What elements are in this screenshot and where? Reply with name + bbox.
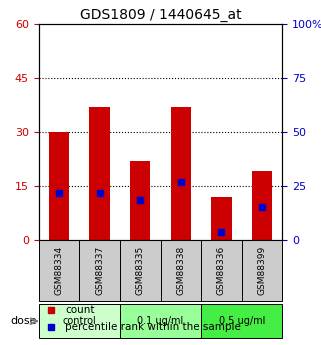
Text: percentile rank within the sample: percentile rank within the sample	[65, 322, 241, 332]
Text: 0.1 ug/ml: 0.1 ug/ml	[137, 316, 184, 326]
FancyBboxPatch shape	[160, 240, 201, 301]
Text: GSM88338: GSM88338	[176, 246, 185, 295]
Text: 0.5 ug/ml: 0.5 ug/ml	[219, 316, 265, 326]
Text: GSM88335: GSM88335	[136, 246, 145, 295]
Text: GSM88336: GSM88336	[217, 246, 226, 295]
Text: GSM88334: GSM88334	[54, 246, 63, 295]
FancyBboxPatch shape	[79, 240, 120, 301]
Bar	[130, 161, 150, 240]
Bar	[89, 107, 110, 240]
FancyBboxPatch shape	[242, 240, 282, 301]
Bar	[211, 197, 232, 240]
Bar	[49, 132, 69, 240]
Bar	[171, 107, 191, 240]
Text: control: control	[62, 316, 96, 326]
FancyBboxPatch shape	[201, 304, 282, 338]
FancyBboxPatch shape	[39, 240, 79, 301]
Text: count: count	[65, 305, 95, 315]
FancyBboxPatch shape	[120, 240, 160, 301]
Text: dose: dose	[10, 316, 37, 326]
Text: GSM88399: GSM88399	[258, 246, 267, 295]
Title: GDS1809 / 1440645_at: GDS1809 / 1440645_at	[80, 8, 241, 22]
FancyBboxPatch shape	[201, 240, 242, 301]
FancyBboxPatch shape	[120, 304, 201, 338]
Text: GSM88337: GSM88337	[95, 246, 104, 295]
Bar	[252, 171, 272, 240]
FancyBboxPatch shape	[39, 304, 120, 338]
